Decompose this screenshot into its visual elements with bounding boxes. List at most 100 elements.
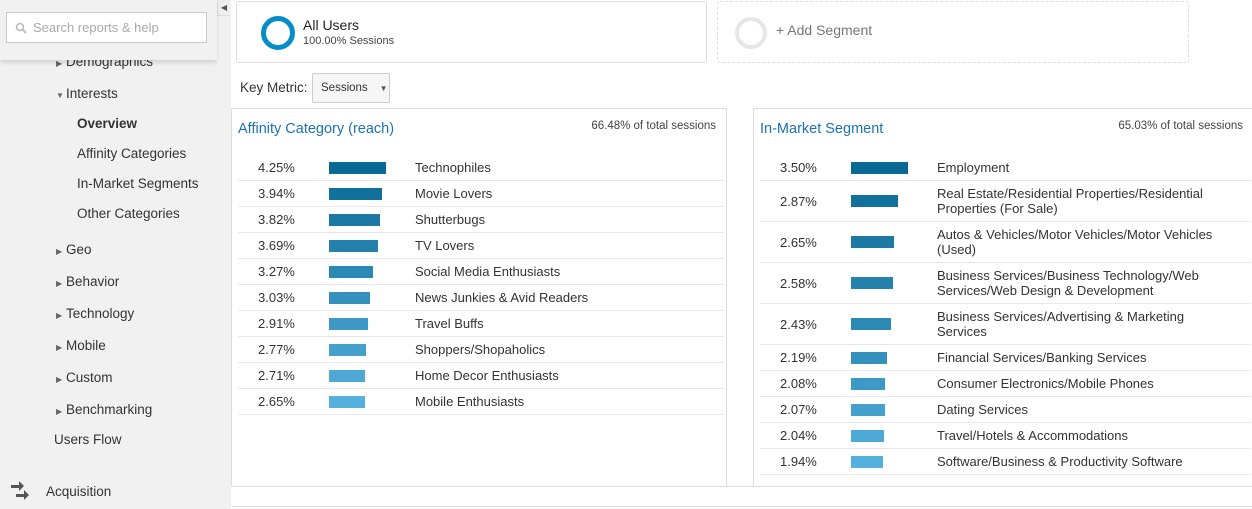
row-label[interactable]: Consumer Electronics/Mobile Phones: [937, 376, 1154, 391]
row-label[interactable]: Travel/Hotels & Accommodations: [937, 428, 1128, 443]
row-label[interactable]: Movie Lovers: [415, 186, 493, 201]
row-label[interactable]: Dating Services: [937, 402, 1029, 417]
row-percent: 2.87%: [780, 193, 817, 209]
row-percent: 3.69%: [258, 238, 295, 253]
caret-right-icon: ▶: [56, 311, 63, 320]
row-bar: [851, 403, 885, 416]
caret-right-icon: ▶: [56, 279, 63, 288]
row-label[interactable]: Travel Buffs: [415, 316, 484, 331]
nav-label: Benchmarking: [66, 402, 153, 417]
row-label[interactable]: Business Services/Advertising & Marketin…: [937, 309, 1185, 339]
collapse-sidebar-button[interactable]: ◀: [217, 0, 230, 16]
row-bar: [329, 187, 382, 200]
nav-label: Interests: [66, 86, 118, 101]
table-row[interactable]: 2.87% Real Estate/Residential Properties/…: [760, 181, 1251, 222]
in-market-rows: 3.50% Employment 2.87% Real Estate/Resident…: [760, 155, 1251, 475]
row-label[interactable]: Shutterbugs: [415, 212, 486, 227]
row-label[interactable]: Autos & Vehicles/Motor Vehicles/Motor Ve…: [937, 227, 1213, 257]
search-placeholder: Search reports & help: [33, 20, 159, 35]
nav-affinity-categories[interactable]: Affinity Categories: [77, 146, 187, 161]
row-label[interactable]: Shoppers/Shopaholics: [415, 342, 546, 357]
nav-label: Mobile: [66, 338, 106, 353]
table-row[interactable]: 2.08% Consumer Electronics/Mobile Phones: [760, 371, 1251, 397]
nav-other-categories[interactable]: Other Categories: [77, 206, 180, 221]
table-row[interactable]: 2.43% Business Services/Advertising & Mar…: [760, 304, 1251, 345]
row-percent: 2.58%: [780, 275, 817, 291]
key-metric-select[interactable]: Sessions ▼: [312, 73, 390, 103]
table-row[interactable]: 3.27% Social Media Enthusiasts: [238, 259, 724, 285]
table-row[interactable]: 3.69% TV Lovers: [238, 233, 724, 259]
row-percent: 3.94%: [258, 186, 295, 201]
segment-all-users[interactable]: All Users 100.00% Sessions: [236, 1, 707, 63]
nav-geo[interactable]: ▶ Geo: [56, 242, 92, 257]
table-row[interactable]: 2.04% Travel/Hotels & Accommodations: [760, 423, 1251, 449]
table-row[interactable]: 3.94% Movie Lovers: [238, 181, 724, 207]
row-percent: 3.82%: [258, 212, 295, 227]
in-market-title[interactable]: In-Market Segment: [760, 121, 884, 137]
caret-right-icon: ▶: [56, 375, 63, 384]
table-row[interactable]: 1.94% Software/Business & Productivity So…: [760, 449, 1251, 475]
table-row[interactable]: 3.82% Shutterbugs: [238, 207, 724, 233]
row-label[interactable]: Business Services/Business Technology/We…: [937, 268, 1199, 298]
table-row[interactable]: 2.65% Mobile Enthusiasts: [238, 389, 724, 415]
nav-label: Acquisition: [46, 483, 112, 499]
row-label[interactable]: Software/Business & Productivity Softwar…: [937, 454, 1183, 469]
row-bar: [851, 318, 891, 330]
table-row[interactable]: 3.50% Employment: [760, 155, 1251, 181]
table-row[interactable]: 4.25% Technophiles: [238, 155, 724, 181]
affinity-subtitle: 66.48% of total sessions: [591, 120, 716, 132]
row-label[interactable]: Mobile Enthusiasts: [415, 394, 525, 409]
divider: [231, 486, 1252, 487]
row-label[interactable]: News Junkies & Avid Readers: [415, 290, 589, 305]
table-row[interactable]: 2.19% Financial Services/Banking Services: [760, 345, 1251, 371]
row-label[interactable]: Social Media Enthusiasts: [415, 264, 561, 279]
nav-acquisition[interactable]: Acquisition: [10, 480, 111, 502]
nav-benchmarking[interactable]: ▶ Benchmarking: [56, 402, 152, 417]
table-row[interactable]: 2.58% Business Services/Business Technolo…: [760, 263, 1251, 304]
table-row[interactable]: 2.77% Shoppers/Shopaholics: [238, 337, 724, 363]
row-bar: [851, 195, 898, 207]
affinity-title[interactable]: Affinity Category (reach): [238, 121, 395, 137]
table-row[interactable]: 3.03% News Junkies & Avid Readers: [238, 285, 724, 311]
nav-technology[interactable]: ▶ Technology: [56, 306, 134, 321]
table-row[interactable]: 2.65% Autos & Vehicles/Motor Vehicles/Mot…: [760, 222, 1251, 263]
table-row[interactable]: 2.07% Dating Services: [760, 397, 1251, 423]
add-segment-button[interactable]: + Add Segment: [717, 1, 1189, 63]
row-bar: [329, 395, 365, 408]
nav-in-market-segments[interactable]: In-Market Segments: [77, 176, 199, 191]
row-label[interactable]: Real Estate/Residential Properties/Resid…: [937, 186, 1203, 216]
nav-interests[interactable]: ▼ Interests: [56, 86, 118, 101]
key-metric-label: Key Metric:: [240, 80, 308, 95]
row-percent: 3.50%: [780, 160, 817, 175]
nav-label: Geo: [66, 242, 92, 257]
row-percent: 2.07%: [780, 402, 817, 417]
in-market-subtitle: 65.03% of total sessions: [1118, 120, 1243, 132]
table-row[interactable]: 2.91% Travel Buffs: [238, 311, 724, 337]
nav-behavior[interactable]: ▶ Behavior: [56, 274, 119, 289]
acquisition-icon: [11, 481, 29, 500]
row-bar: [329, 291, 370, 304]
row-percent: 2.65%: [258, 394, 295, 409]
row-label[interactable]: Home Decor Enthusiasts: [415, 368, 559, 383]
search-icon: [15, 22, 27, 34]
nav-custom[interactable]: ▶ Custom: [56, 370, 113, 385]
segment-title: All Users: [303, 17, 360, 33]
affinity-rows: 4.25% Technophiles 3.94% Movie Lovers 3.82% S…: [238, 155, 724, 415]
row-bar: [851, 455, 883, 468]
nav-overview[interactable]: Overview: [77, 116, 138, 131]
row-label[interactable]: Technophiles: [415, 160, 491, 175]
row-label[interactable]: TV Lovers: [415, 238, 475, 253]
row-label[interactable]: Financial Services/Banking Services: [937, 350, 1147, 365]
search-input[interactable]: Search reports & help: [6, 12, 207, 43]
row-label[interactable]: Employment: [937, 160, 1010, 175]
dropdown-arrow-icon: ▼: [379, 83, 388, 93]
nav-mobile[interactable]: ▶ Mobile: [56, 338, 106, 353]
row-percent: 3.27%: [258, 264, 295, 279]
key-metric-value: Sessions: [321, 82, 368, 94]
table-row[interactable]: 2.71% Home Decor Enthusiasts: [238, 363, 724, 389]
caret-right-icon: ▶: [56, 343, 63, 352]
nav-label: Custom: [66, 370, 113, 385]
segment-ring-icon: [261, 16, 295, 50]
nav-users-flow[interactable]: Users Flow: [54, 432, 122, 447]
row-bar: [329, 317, 368, 330]
